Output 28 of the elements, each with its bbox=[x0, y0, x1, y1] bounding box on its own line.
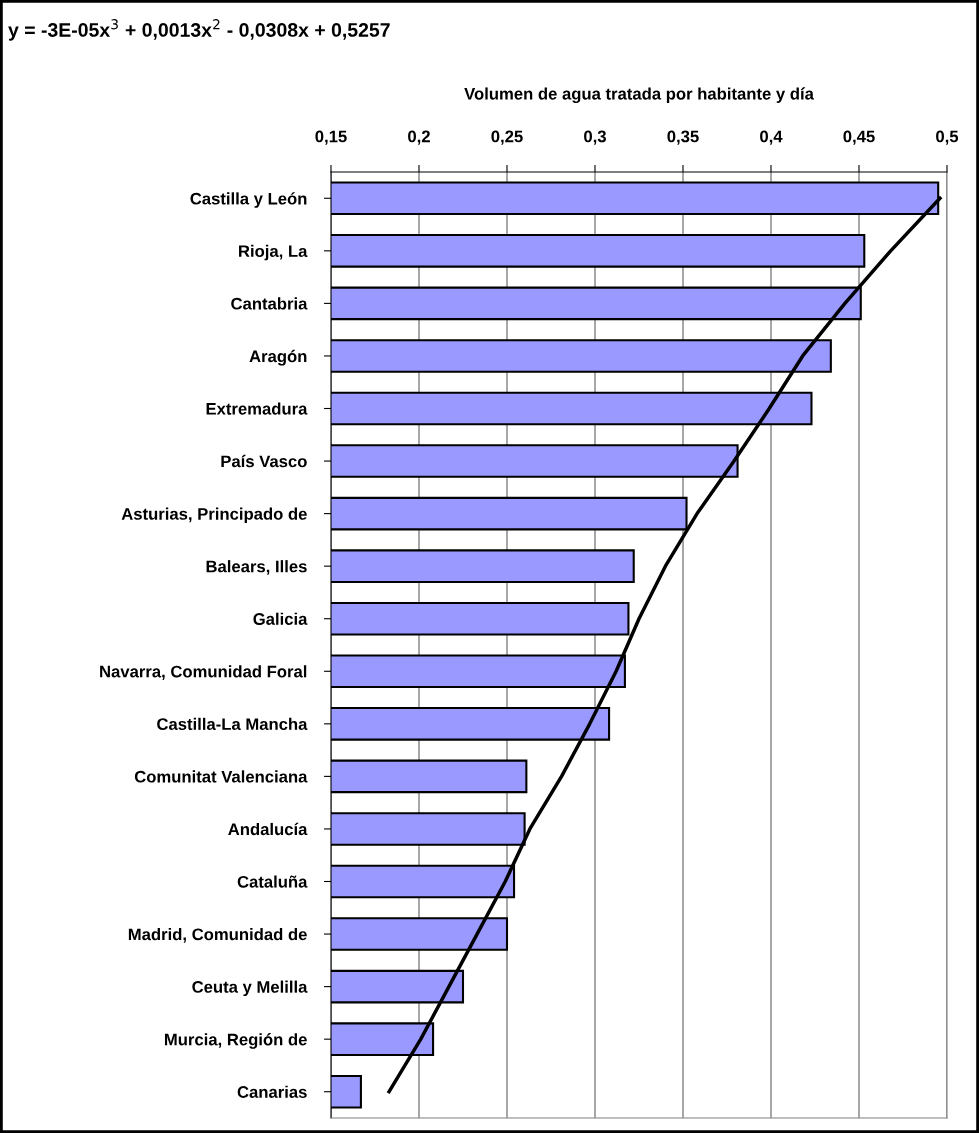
y-tick-label: Ceuta y Melilla bbox=[192, 980, 308, 997]
y-tick-label: Balears, Illes bbox=[206, 560, 307, 575]
x-tick-label: 0,45 bbox=[843, 130, 875, 145]
y-tick-label: Galicia bbox=[253, 612, 308, 625]
y-tick-label: Andalucía bbox=[228, 822, 308, 836]
y-tick-label: Cataluña bbox=[237, 875, 308, 888]
y-tick-label: Murcia, Región de bbox=[164, 1033, 307, 1049]
y-tick-label: Asturias, Principado de bbox=[121, 507, 307, 524]
text: y = -3E-05x$^{3}$ + 0,0013x$^{2}$ - 0,0308x + 0,5257 bbox=[8, 19, 390, 41]
y-tick-label: Extremadura bbox=[206, 402, 308, 415]
x-tick-label: 0,5 bbox=[936, 130, 959, 145]
y-tick-label: Comunitat Valenciana bbox=[134, 770, 308, 783]
y-tick-label: Cantabria bbox=[231, 297, 308, 310]
y-tick-label: Navarra, Comunidad Foral bbox=[100, 665, 307, 680]
x-axis-title: Volumen de agua tratada por habitante y día bbox=[464, 87, 814, 104]
y-tick-label: Canarias bbox=[237, 1085, 307, 1098]
y-tick-label: País Vasco bbox=[221, 454, 307, 468]
y-tick-label: Rioja, La bbox=[239, 244, 308, 261]
x-tick-label: 0,2 bbox=[408, 130, 430, 145]
y-tick-label: Madrid, Comunidad de bbox=[128, 928, 307, 943]
y-tick-label: Castilla y León bbox=[190, 192, 307, 208]
x-tick-label: 0,15 bbox=[315, 130, 347, 145]
x-tick-label: 0,35 bbox=[667, 130, 699, 145]
x-tick-label: 0,4 bbox=[760, 130, 783, 145]
y-tick-label: Castilla-La Mancha bbox=[157, 717, 308, 731]
y-tick-label: Aragón bbox=[249, 349, 307, 366]
x-tick-label: 0,3 bbox=[584, 130, 606, 145]
x-tick-label: 0,25 bbox=[491, 130, 523, 145]
